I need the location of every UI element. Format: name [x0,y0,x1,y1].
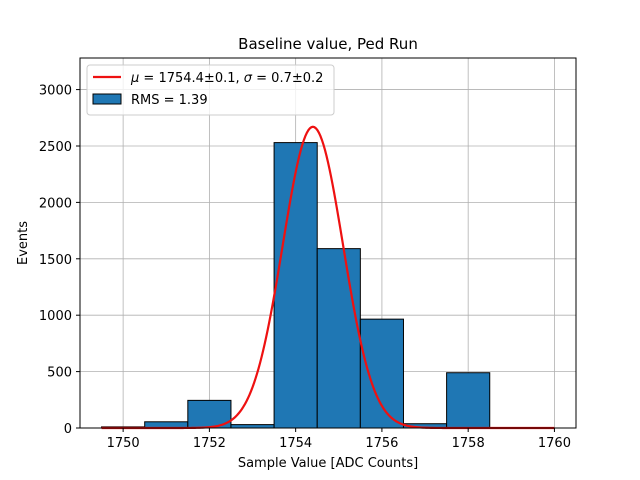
y-tick-label: 3000 [39,84,72,99]
legend-hist-swatch [92,93,122,105]
x-tick-label: 1760 [538,436,571,451]
x-axis-ticks: 1750 1752 1754 1756 1758 1760 [107,428,571,451]
histogram-bar [316,248,361,429]
chart-title: Baseline value, Ped Run [238,35,418,53]
x-tick-label: 1750 [107,436,140,451]
y-tick-label: 1000 [39,309,72,324]
y-axis-ticks: 0 500 1000 1500 2000 2500 3000 [39,84,80,437]
legend-box [86,64,335,116]
legend-fit-label: μ = 1754.4±0.1, σ = 0.7±0.2 [130,71,323,86]
x-tick-label: 1756 [365,436,398,451]
y-tick-label: 0 [64,422,72,437]
histogram-bar [273,142,318,429]
legend-hist-label: RMS = 1.39 [131,93,208,108]
x-tick-label: 1754 [279,436,312,451]
histogram-bar [446,372,491,429]
x-tick-label: 1758 [452,436,485,451]
y-tick-label: 500 [47,366,72,381]
legend: μ = 1754.4±0.1, σ = 0.7±0.2 RMS = 1.39 [86,64,335,116]
y-axis-label: Events [16,221,31,265]
y-tick-label: 2000 [39,196,72,211]
x-axis-label: Sample Value [ADC Counts] [238,456,418,471]
y-tick-label: 2500 [39,140,72,155]
y-tick-label: 1500 [39,253,72,268]
x-tick-label: 1752 [193,436,226,451]
plot-frame [79,57,577,429]
histogram-bars [101,142,491,429]
histogram-bar [359,318,404,429]
histogram-bar [230,424,275,429]
